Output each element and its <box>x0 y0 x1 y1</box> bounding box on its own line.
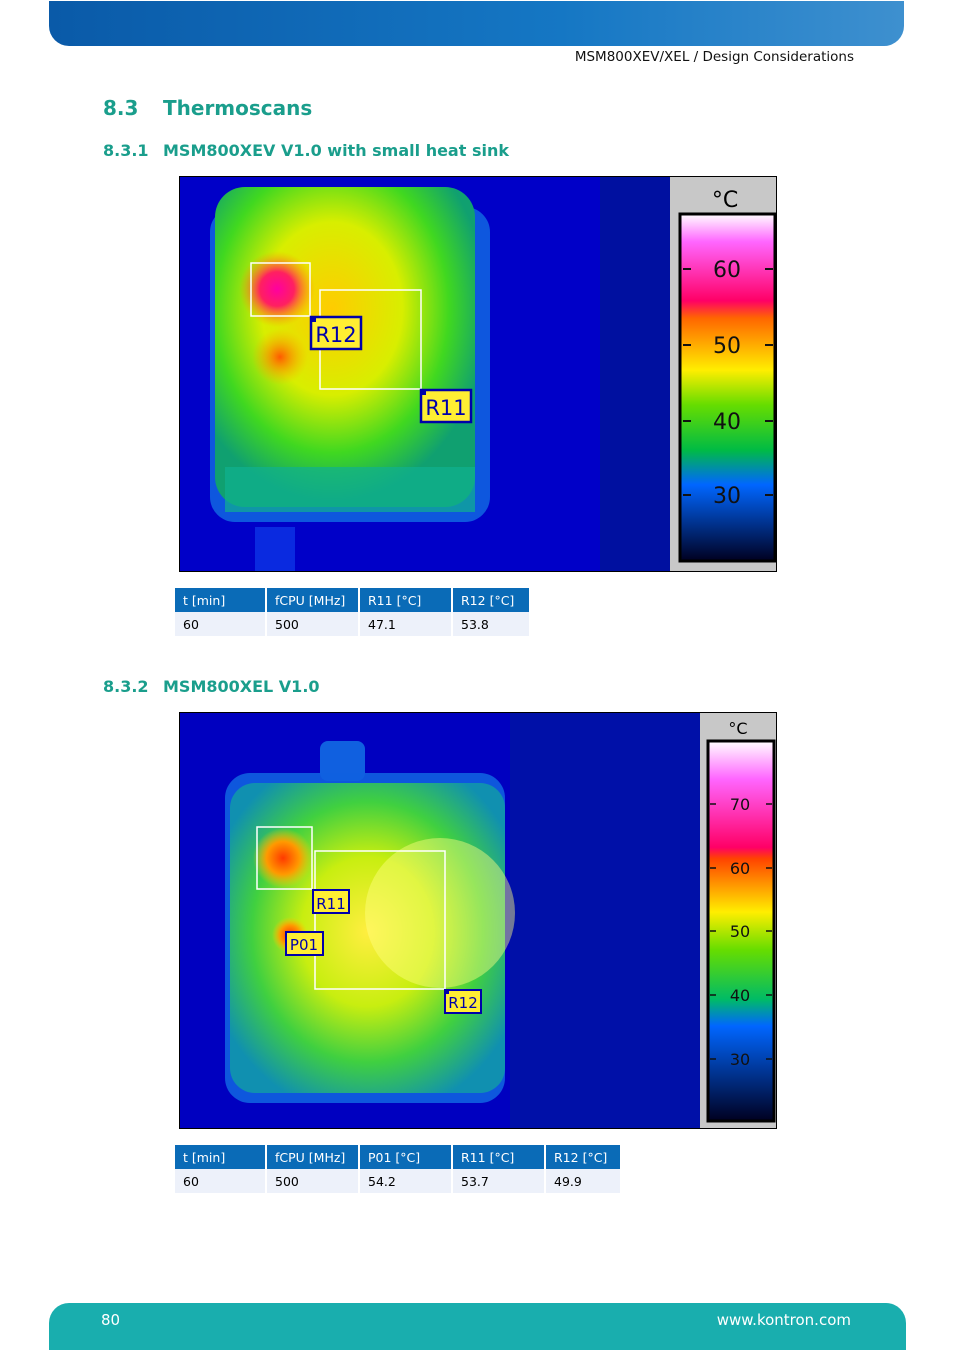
subsection-heading-1: 8.3.1 MSM800XEV V1.0 with small heat sink <box>103 141 509 160</box>
table-header-cell: P01 [°C] <box>358 1145 452 1169</box>
scale-tick-label: 40 <box>730 986 750 1005</box>
color-scale-bar <box>706 739 776 1123</box>
section-heading: 8.3 Thermoscans <box>103 96 312 120</box>
subsection-heading-2: 8.3.2 MSM800XEL V1.0 <box>103 677 320 696</box>
table-header-row: t [min] fCPU [MHz] P01 [°C] R11 [°C] R12… <box>175 1145 620 1169</box>
table-header-cell: t [min] <box>175 1145 266 1169</box>
scale-tick-label: 30 <box>730 1050 750 1069</box>
scale-tick-label: 30 <box>713 484 741 509</box>
table-cell: 49.9 <box>544 1169 620 1195</box>
region-box-b <box>314 850 446 990</box>
region-box-a <box>250 262 311 317</box>
table-cell: 54.2 <box>358 1169 452 1195</box>
section-title: Thermoscans <box>163 96 313 120</box>
table-cell: 60 <box>175 612 266 638</box>
table-row: 60 500 47.1 53.8 <box>175 612 529 638</box>
hotspot-main <box>253 828 313 888</box>
region-label-r11: R11 <box>316 895 346 913</box>
region-label-r11: R11 <box>425 396 466 420</box>
region-label-p01-box <box>285 931 324 956</box>
scale-tick-label: 50 <box>713 334 741 359</box>
region-label-r11-box <box>419 388 473 424</box>
table-cell: 53.8 <box>451 612 529 638</box>
region-label-r12-box <box>444 989 482 1014</box>
color-scale-bar <box>678 212 776 563</box>
scale-unit: °C <box>728 719 747 738</box>
scale-tick-label: 70 <box>730 795 750 814</box>
subsection-title: MSM800XEL V1.0 <box>163 677 320 696</box>
region-label-r12-box <box>309 315 363 351</box>
table-header-cell: fCPU [MHz] <box>265 588 359 612</box>
table-header-row: t [min] fCPU [MHz] R11 [°C] R12 [°C] <box>175 588 529 612</box>
page-number: 80 <box>101 1311 121 1329</box>
subsection-title: MSM800XEV V1.0 with small heat sink <box>163 141 509 160</box>
table-header-cell: t [min] <box>175 588 266 612</box>
scale-tick-label: 60 <box>730 859 750 878</box>
table-header-cell: fCPU [MHz] <box>265 1145 359 1169</box>
region-label-r12: R12 <box>448 994 478 1012</box>
region-label-r12: R12 <box>315 323 356 347</box>
table-cell: 47.1 <box>358 612 452 638</box>
table-cell: 60 <box>175 1169 266 1195</box>
subsection-number: 8.3.1 <box>103 141 149 160</box>
table-row: 60 500 54.2 53.7 49.9 <box>175 1169 620 1195</box>
page-footer: 80 www.kontron.com <box>49 1303 906 1350</box>
table-header-cell: R12 [°C] <box>451 588 529 612</box>
hotspot-main <box>239 251 315 327</box>
section-number: 8.3 <box>103 96 139 120</box>
thermoscan-image-1: R12 R11 °C 60 50 40 30 <box>179 176 777 572</box>
measurement-table-2: t [min] fCPU [MHz] P01 [°C] R11 [°C] R12… <box>175 1145 620 1195</box>
scale-tick-label: 40 <box>713 410 741 435</box>
table-header-cell: R11 [°C] <box>358 588 452 612</box>
website-link[interactable]: www.kontron.com <box>716 1311 851 1329</box>
running-header: MSM800XEV/XEL / Design Considerations <box>574 49 854 65</box>
measurement-table-1: t [min] fCPU [MHz] R11 [°C] R12 [°C] 60 … <box>175 588 529 638</box>
region-box-a <box>256 826 313 890</box>
table-header-cell: R11 [°C] <box>451 1145 545 1169</box>
scale-tick-label: 60 <box>713 258 741 283</box>
region-label-p01: P01 <box>290 936 318 954</box>
thermoscan-image-2: R11 P01 R12 °C 70 60 50 40 30 <box>179 712 777 1129</box>
region-label-r11-box <box>312 889 350 914</box>
table-cell: 53.7 <box>451 1169 545 1195</box>
table-cell: 500 <box>265 1169 359 1195</box>
table-header-cell: R12 [°C] <box>544 1145 620 1169</box>
subsection-number: 8.3.2 <box>103 677 149 696</box>
scale-tick-label: 50 <box>730 922 750 941</box>
scale-unit: °C <box>712 188 738 213</box>
top-banner <box>49 1 904 46</box>
table-cell: 500 <box>265 612 359 638</box>
